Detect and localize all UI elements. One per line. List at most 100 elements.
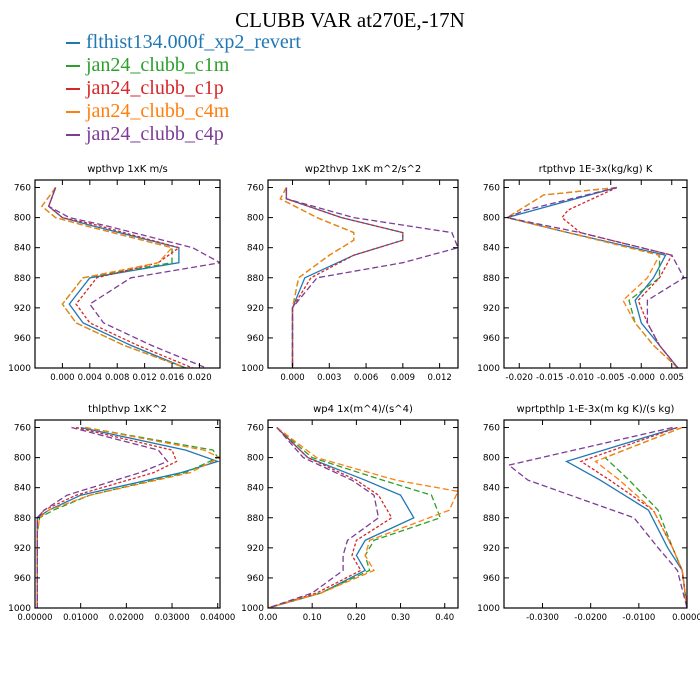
x-tick-label: 0.02000 xyxy=(109,613,144,623)
series-line xyxy=(504,186,679,368)
y-tick-label: 920 xyxy=(247,304,264,314)
series-line xyxy=(47,187,186,368)
panel-title: thlpthvp 1xK^2 xyxy=(88,404,167,415)
y-tick-label: 800 xyxy=(14,214,31,224)
plot-frame xyxy=(267,419,459,609)
y-tick-label: 880 xyxy=(14,274,31,284)
y-tick-label: 1000 xyxy=(477,604,500,614)
panel-title: wpthvp 1xK m/s xyxy=(87,164,168,175)
plot-frame xyxy=(34,419,221,609)
legend-label: jan24_clubb_c1p xyxy=(86,77,224,99)
legend-entry: jan24_clubb_c1p xyxy=(66,77,301,100)
legend-label: flthist134.000f_xp2_revert xyxy=(86,31,301,53)
chart-panel: wpthvp 1xK m/s 760 800 840 880 920 960 1000 0.00… xyxy=(8,164,221,383)
series-line xyxy=(603,426,687,608)
y-tick-label: 800 xyxy=(247,454,264,464)
y-tick-label: 1000 xyxy=(8,364,31,374)
series-line xyxy=(268,427,380,608)
y-tick-label: 960 xyxy=(483,334,500,344)
series-line xyxy=(579,426,687,608)
panel-title: wprtpthlp 1-E-3x(m kg K)/(s kg) xyxy=(517,404,675,415)
series-line xyxy=(285,187,404,368)
x-tick-label: 0.008 xyxy=(105,373,129,383)
x-tick-label: -0.0300 xyxy=(526,613,559,623)
y-tick-label: 760 xyxy=(247,424,264,434)
series-line xyxy=(594,426,687,608)
x-tick-label: 0.03000 xyxy=(154,613,189,623)
x-tick-label: -0.0100 xyxy=(622,613,655,623)
series-line xyxy=(268,427,393,608)
series-line xyxy=(561,186,679,368)
series-line xyxy=(285,187,458,368)
x-tick-label: -0.020 xyxy=(506,373,533,383)
series-line xyxy=(268,427,415,608)
y-tick-label: 920 xyxy=(14,304,31,314)
x-tick-label: 0.000 xyxy=(50,373,74,383)
y-tick-label: 840 xyxy=(483,244,500,254)
y-tick-label: 800 xyxy=(483,454,500,464)
series-line xyxy=(268,427,442,608)
series-line xyxy=(36,426,178,608)
legend-entry: flthist134.000f_xp2_revert xyxy=(66,31,301,54)
series-line xyxy=(279,187,355,368)
y-tick-label: 1000 xyxy=(241,604,264,614)
y-tick-label: 760 xyxy=(14,184,31,194)
y-tick-label: 960 xyxy=(247,334,264,344)
y-tick-label: 880 xyxy=(247,274,264,284)
series-line xyxy=(285,187,404,368)
y-tick-label: 840 xyxy=(14,244,31,254)
series-line xyxy=(279,187,355,368)
y-tick-label: 1000 xyxy=(241,364,264,374)
chart-panel: wp4 1x(m^4)/(s^4)76080084088092096010000… xyxy=(241,404,459,623)
legend-label: jan24_clubb_c1m xyxy=(86,54,230,76)
x-tick-label: -0.000 xyxy=(628,373,655,383)
y-tick-label: 960 xyxy=(14,574,31,584)
y-tick-label: 800 xyxy=(483,214,500,224)
series-line xyxy=(36,426,220,608)
x-tick-label: 0.003 xyxy=(317,373,341,383)
y-tick-label: 880 xyxy=(483,274,500,284)
x-tick-label: 0.009 xyxy=(391,373,415,383)
plot-frame xyxy=(503,419,688,609)
figure-title: CLUBB VAR at270E,-17N xyxy=(235,8,465,32)
x-tick-label: 0.020 xyxy=(187,373,211,383)
y-tick-label: 800 xyxy=(14,454,31,464)
y-tick-label: 800 xyxy=(247,214,264,224)
series-line xyxy=(36,426,219,608)
y-tick-label: 840 xyxy=(14,484,31,494)
x-tick-label: 0.10 xyxy=(303,613,322,623)
y-tick-label: 960 xyxy=(483,574,500,584)
y-tick-label: 840 xyxy=(247,244,264,254)
x-tick-label: 0.00000 xyxy=(17,613,52,623)
panel-title: wp2thvp 1xK m^2/s^2 xyxy=(305,164,421,175)
legend-swatch xyxy=(66,134,80,137)
legend-swatch xyxy=(66,88,80,91)
chart-panel: thlpthvp 1xK^2 760 800 840 880 920 960 10000.00… xyxy=(8,404,235,623)
x-tick-label: 0.01000 xyxy=(63,613,98,623)
x-tick-label: 0.006 xyxy=(354,373,378,383)
x-tick-label: 0.004 xyxy=(78,373,102,383)
series-line xyxy=(47,187,193,368)
series-line xyxy=(41,187,186,368)
legend-entry: jan24_clubb_c1m xyxy=(66,54,301,77)
series-line xyxy=(507,426,687,608)
x-tick-label: -0.010 xyxy=(567,373,594,383)
chart-panel: wprtpthlp 1-E-3x(m kg K)/(s kg) 760 800 840… xyxy=(477,404,700,623)
series-line xyxy=(47,187,220,368)
chart-panel: wp2thvp 1xK m^2/s^2 760 800 840 880 920 960 100… xyxy=(241,164,459,383)
legend-entry: jan24_clubb_c4m xyxy=(66,100,301,123)
panel-title: wp4 1x(m^4)/(s^4) xyxy=(313,404,413,415)
y-tick-label: 920 xyxy=(483,544,500,554)
legend-swatch xyxy=(66,42,80,45)
x-tick-label: -0.005 xyxy=(597,373,624,383)
legend: flthist134.000f_xp2_revert jan24_clubb_c… xyxy=(66,31,301,146)
x-tick-label: 0.012 xyxy=(427,373,451,383)
y-tick-label: 880 xyxy=(247,514,264,524)
y-tick-label: 840 xyxy=(247,484,264,494)
x-tick-label: 0.40 xyxy=(435,613,454,623)
y-tick-label: 880 xyxy=(14,514,31,524)
series-line xyxy=(504,186,685,368)
y-tick-label: 840 xyxy=(483,484,500,494)
